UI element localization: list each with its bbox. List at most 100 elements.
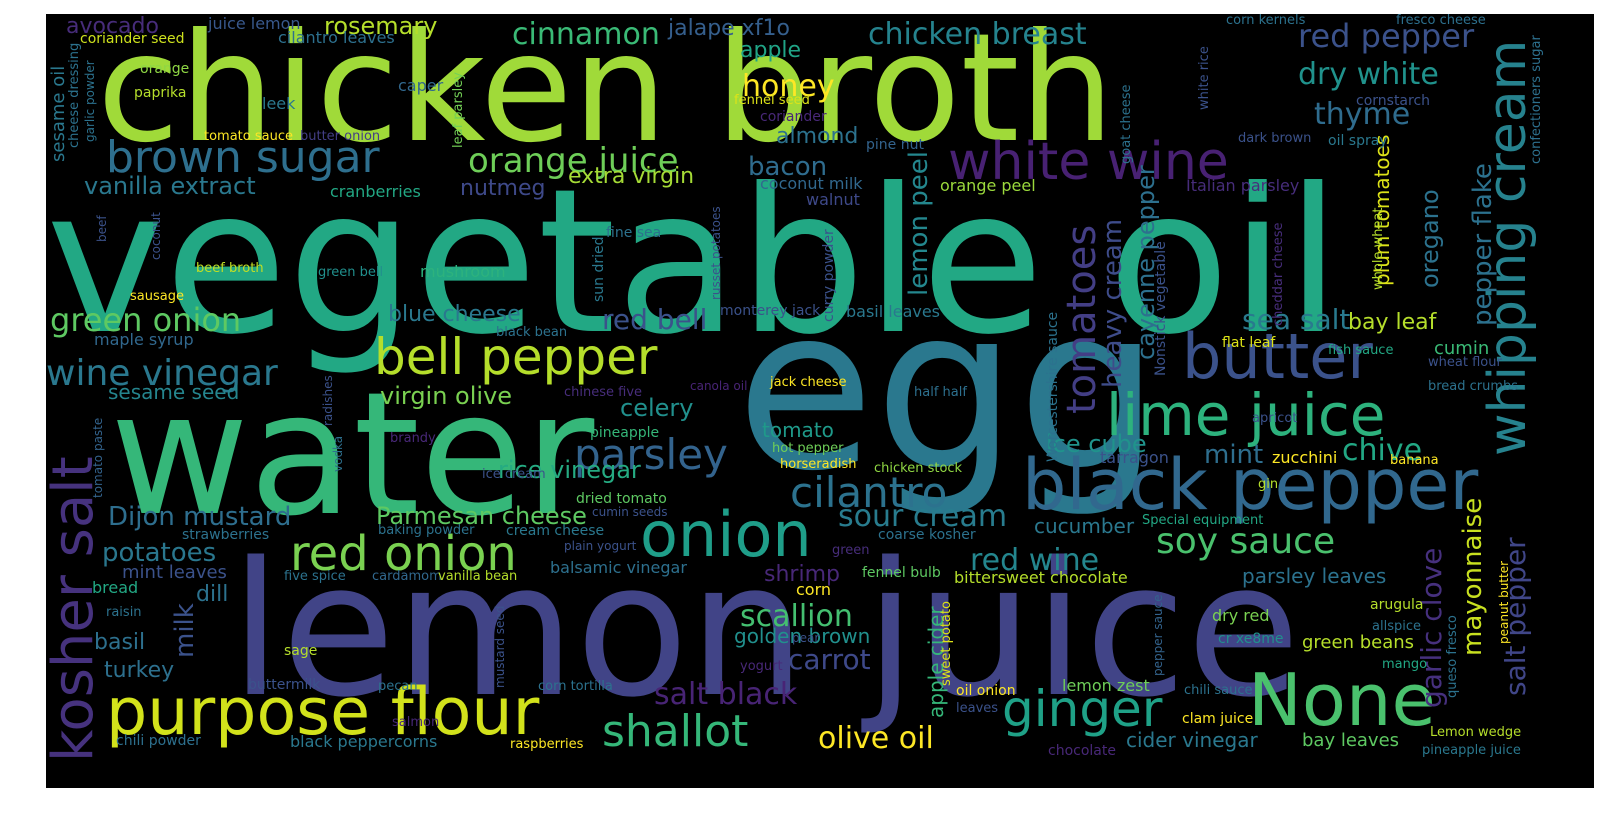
word: sesame oil bbox=[48, 65, 69, 162]
word: green bell bbox=[318, 265, 384, 280]
word: banana bbox=[1390, 453, 1439, 468]
word: olive oil bbox=[818, 721, 934, 756]
word: paprika bbox=[134, 85, 187, 101]
word: coconut milk bbox=[760, 174, 863, 193]
word: cumin seeds bbox=[592, 505, 668, 519]
word: butter onion bbox=[300, 129, 381, 144]
word: canola oil bbox=[690, 379, 748, 393]
word: tomato bbox=[762, 418, 834, 442]
word: dill bbox=[196, 582, 229, 607]
word: red pepper bbox=[1298, 17, 1475, 55]
word: scallion bbox=[740, 599, 853, 634]
word: pepper flake bbox=[1468, 163, 1498, 326]
word: hot pepper bbox=[772, 441, 844, 456]
word: lemon zest bbox=[1062, 676, 1150, 695]
word: Lemon wedge bbox=[1430, 725, 1522, 740]
word: basil leaves bbox=[846, 302, 941, 321]
word: cider vinegar bbox=[1126, 728, 1258, 752]
word: vanilla extract bbox=[84, 172, 256, 200]
word: fresco cheese bbox=[1396, 14, 1486, 28]
word: mango bbox=[1382, 657, 1428, 672]
word: balsamic vinegar bbox=[550, 558, 687, 577]
word: almond bbox=[776, 124, 859, 149]
word: flat leaf bbox=[1222, 335, 1276, 351]
word: gin bbox=[1258, 477, 1279, 492]
word: white rice bbox=[1197, 46, 1212, 110]
word: wine vinegar bbox=[46, 353, 278, 394]
word: ice cream bbox=[482, 467, 546, 482]
word: cornstarch bbox=[1356, 93, 1431, 109]
word: orange juice bbox=[468, 141, 679, 181]
word: None bbox=[1248, 658, 1436, 742]
word-cloud: vegetable oil egg lemon juice water chic… bbox=[46, 14, 1594, 788]
word: jack cheese bbox=[770, 375, 847, 390]
word: cinnamon bbox=[512, 17, 660, 52]
word: confectioners sugar bbox=[1529, 35, 1544, 164]
word: cr xe8me bbox=[1218, 631, 1284, 647]
word: bay leaves bbox=[1302, 730, 1400, 751]
word: lime juice bbox=[1106, 381, 1386, 449]
word: coriander seed bbox=[80, 31, 185, 47]
word: shrimp bbox=[764, 562, 840, 587]
word: cheese dressing bbox=[67, 42, 82, 148]
word: orange bbox=[140, 61, 190, 77]
word: shallot bbox=[602, 706, 749, 757]
word: mint leaves bbox=[122, 562, 227, 583]
word: beef broth bbox=[196, 261, 264, 276]
word: red bell bbox=[602, 303, 708, 336]
word: buttermilk bbox=[248, 677, 321, 693]
word: green beans bbox=[1302, 632, 1415, 653]
word: chicken stock bbox=[874, 461, 963, 476]
word: coarse kosher bbox=[878, 527, 976, 543]
word: oil spray bbox=[1328, 133, 1388, 149]
word: cream cheese bbox=[506, 523, 605, 539]
word: pecan bbox=[378, 679, 418, 694]
word: yogurt bbox=[740, 659, 783, 674]
word: chinese five bbox=[564, 385, 643, 400]
word: apricot bbox=[1252, 411, 1298, 426]
word: half half bbox=[914, 385, 967, 400]
word: black pepper bbox=[1022, 444, 1479, 526]
word: Special equipment bbox=[1142, 513, 1264, 528]
word: dry red bbox=[1212, 606, 1270, 625]
word: pear bbox=[792, 631, 820, 645]
word: milk bbox=[170, 603, 200, 658]
word: bread bbox=[92, 578, 139, 597]
word: zucchini bbox=[1272, 448, 1338, 467]
word: garlic powder bbox=[83, 60, 97, 142]
word: thyme bbox=[1314, 97, 1411, 132]
word: fennel seed bbox=[734, 93, 810, 108]
word: monterey jack bbox=[720, 303, 821, 319]
word: Italian parsley bbox=[1186, 176, 1300, 195]
word: allspice bbox=[1372, 619, 1421, 634]
word: red wine bbox=[970, 543, 1100, 578]
word: radishes bbox=[321, 375, 335, 426]
word: salmon bbox=[392, 715, 440, 730]
word: Worcestershire sauce bbox=[1045, 311, 1061, 462]
word: caper bbox=[398, 76, 444, 95]
word: Parmesan cheese bbox=[376, 502, 587, 530]
word: leek bbox=[262, 94, 296, 113]
word: sea salt bbox=[1242, 303, 1351, 336]
word: sausage bbox=[130, 289, 184, 304]
word: Dijon mustard bbox=[108, 502, 292, 532]
word: chive bbox=[1342, 433, 1423, 468]
word: kosher salt bbox=[46, 456, 106, 762]
word: mayonnaise bbox=[1458, 497, 1488, 656]
word: rice vinegar bbox=[498, 456, 641, 484]
word: chili powder bbox=[116, 733, 201, 749]
word: soy sauce bbox=[1156, 521, 1336, 562]
word: corn kernels bbox=[1226, 14, 1306, 28]
word: goat cheese bbox=[1119, 84, 1134, 164]
word: extra virgin bbox=[568, 164, 695, 189]
word: parsley bbox=[574, 430, 728, 479]
word: cheddar cheese bbox=[1271, 222, 1286, 327]
word: black bean bbox=[496, 325, 568, 340]
word: ginger bbox=[1002, 680, 1163, 738]
word: sweet potato bbox=[939, 601, 954, 686]
word: fish sauce bbox=[1328, 343, 1394, 358]
word: baking powder bbox=[378, 523, 475, 538]
word: vodka bbox=[331, 435, 345, 472]
word: bay leaf bbox=[1348, 310, 1437, 335]
word: bread crumbs bbox=[1428, 379, 1519, 394]
